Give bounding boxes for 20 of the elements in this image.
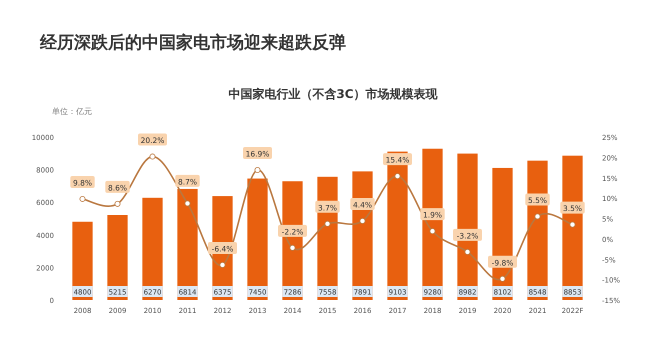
point xyxy=(430,228,436,234)
point xyxy=(324,220,330,227)
point xyxy=(394,173,400,180)
bar xyxy=(247,178,268,300)
point xyxy=(80,196,86,202)
chart-subtitle: 中国家电行业（不含3C）市场规模表现 xyxy=(228,87,439,101)
bar xyxy=(142,198,163,300)
point xyxy=(220,262,226,268)
point xyxy=(570,222,576,228)
point xyxy=(254,167,260,174)
point xyxy=(114,200,120,207)
point xyxy=(184,200,190,206)
point xyxy=(500,276,506,282)
point xyxy=(360,218,366,224)
point xyxy=(150,154,156,160)
point xyxy=(464,248,470,255)
chart-title: 经历深跌后的中国家电市场迎来超跌反弹 xyxy=(39,33,346,53)
point xyxy=(290,244,296,251)
point xyxy=(534,213,540,220)
y-axis-title: 单位：亿元 xyxy=(52,107,92,116)
